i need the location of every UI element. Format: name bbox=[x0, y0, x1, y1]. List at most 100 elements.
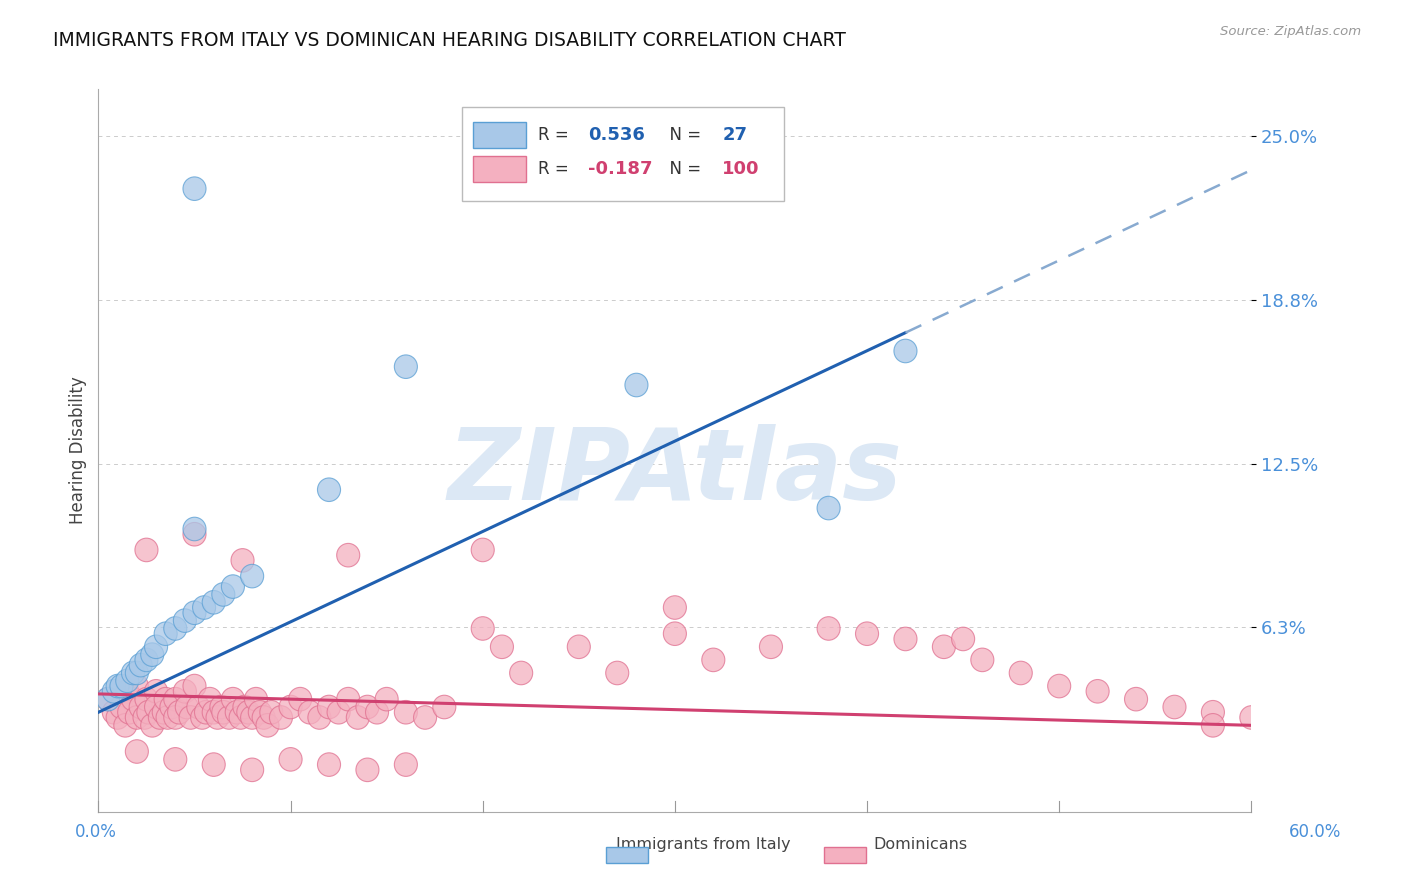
Ellipse shape bbox=[183, 601, 207, 624]
Ellipse shape bbox=[135, 688, 157, 711]
Ellipse shape bbox=[606, 661, 628, 685]
FancyBboxPatch shape bbox=[472, 121, 526, 148]
Ellipse shape bbox=[110, 695, 134, 719]
Ellipse shape bbox=[183, 674, 207, 698]
Ellipse shape bbox=[702, 648, 725, 672]
Text: IMMIGRANTS FROM ITALY VS DOMINICAN HEARING DISABILITY CORRELATION CHART: IMMIGRANTS FROM ITALY VS DOMINICAN HEARI… bbox=[53, 31, 846, 50]
Ellipse shape bbox=[260, 700, 283, 724]
Ellipse shape bbox=[114, 714, 136, 737]
Y-axis label: Hearing Disability: Hearing Disability bbox=[69, 376, 87, 524]
Ellipse shape bbox=[394, 355, 418, 378]
Ellipse shape bbox=[1201, 700, 1225, 724]
Ellipse shape bbox=[318, 753, 340, 776]
Ellipse shape bbox=[155, 688, 177, 711]
Text: N =: N = bbox=[659, 126, 706, 144]
Ellipse shape bbox=[356, 758, 380, 781]
Ellipse shape bbox=[141, 643, 163, 666]
Ellipse shape bbox=[125, 661, 149, 685]
Ellipse shape bbox=[187, 695, 209, 719]
Ellipse shape bbox=[115, 680, 139, 703]
Ellipse shape bbox=[218, 706, 240, 730]
Ellipse shape bbox=[318, 695, 340, 719]
Ellipse shape bbox=[202, 700, 225, 724]
Ellipse shape bbox=[236, 700, 260, 724]
Ellipse shape bbox=[413, 706, 437, 730]
Ellipse shape bbox=[125, 674, 149, 698]
Ellipse shape bbox=[152, 700, 176, 724]
Text: 100: 100 bbox=[723, 160, 759, 178]
Ellipse shape bbox=[202, 591, 225, 614]
Ellipse shape bbox=[245, 688, 267, 711]
Ellipse shape bbox=[156, 706, 179, 730]
Ellipse shape bbox=[97, 688, 120, 711]
Ellipse shape bbox=[202, 753, 225, 776]
Ellipse shape bbox=[624, 373, 648, 397]
Ellipse shape bbox=[249, 700, 271, 724]
Ellipse shape bbox=[664, 622, 686, 646]
Ellipse shape bbox=[298, 700, 322, 724]
Ellipse shape bbox=[240, 565, 264, 588]
Ellipse shape bbox=[664, 596, 686, 619]
Text: Dominicans: Dominicans bbox=[875, 838, 967, 852]
Ellipse shape bbox=[308, 706, 330, 730]
Ellipse shape bbox=[252, 706, 276, 730]
Ellipse shape bbox=[121, 688, 145, 711]
Ellipse shape bbox=[240, 706, 264, 730]
Ellipse shape bbox=[134, 706, 156, 730]
Ellipse shape bbox=[163, 747, 187, 772]
Ellipse shape bbox=[433, 695, 456, 719]
Ellipse shape bbox=[110, 674, 134, 698]
Ellipse shape bbox=[173, 609, 197, 632]
Ellipse shape bbox=[225, 700, 249, 724]
Text: Immigrants from Italy: Immigrants from Italy bbox=[616, 838, 790, 852]
Ellipse shape bbox=[183, 523, 207, 546]
Ellipse shape bbox=[115, 669, 139, 692]
Ellipse shape bbox=[155, 622, 177, 646]
Ellipse shape bbox=[288, 688, 312, 711]
Ellipse shape bbox=[173, 680, 197, 703]
Ellipse shape bbox=[229, 706, 252, 730]
Ellipse shape bbox=[145, 680, 167, 703]
Text: 0.536: 0.536 bbox=[589, 126, 645, 144]
Ellipse shape bbox=[129, 695, 152, 719]
Ellipse shape bbox=[193, 596, 215, 619]
Ellipse shape bbox=[375, 688, 398, 711]
Ellipse shape bbox=[336, 688, 360, 711]
Ellipse shape bbox=[118, 700, 141, 724]
Ellipse shape bbox=[952, 627, 974, 651]
Ellipse shape bbox=[163, 616, 187, 640]
Ellipse shape bbox=[135, 648, 157, 672]
Text: 27: 27 bbox=[723, 126, 747, 144]
Ellipse shape bbox=[328, 700, 350, 724]
Ellipse shape bbox=[970, 648, 994, 672]
Ellipse shape bbox=[176, 695, 198, 719]
Ellipse shape bbox=[759, 635, 783, 658]
Ellipse shape bbox=[105, 706, 129, 730]
Ellipse shape bbox=[1085, 680, 1109, 703]
Ellipse shape bbox=[894, 339, 917, 363]
Ellipse shape bbox=[163, 688, 187, 711]
Text: R =: R = bbox=[537, 126, 574, 144]
Ellipse shape bbox=[509, 661, 533, 685]
Text: ZIPAtlas: ZIPAtlas bbox=[447, 424, 903, 521]
Text: N =: N = bbox=[659, 160, 706, 178]
Ellipse shape bbox=[145, 695, 167, 719]
Ellipse shape bbox=[125, 706, 149, 730]
Ellipse shape bbox=[207, 706, 229, 730]
Ellipse shape bbox=[209, 695, 233, 719]
Ellipse shape bbox=[471, 538, 495, 562]
Ellipse shape bbox=[149, 706, 172, 730]
Ellipse shape bbox=[270, 706, 292, 730]
Ellipse shape bbox=[221, 574, 245, 599]
Ellipse shape bbox=[471, 616, 495, 640]
Text: -0.187: -0.187 bbox=[589, 160, 652, 178]
Ellipse shape bbox=[394, 753, 418, 776]
FancyBboxPatch shape bbox=[472, 156, 526, 182]
Ellipse shape bbox=[129, 653, 152, 677]
Ellipse shape bbox=[231, 549, 254, 572]
Ellipse shape bbox=[179, 706, 202, 730]
Ellipse shape bbox=[567, 635, 591, 658]
Ellipse shape bbox=[1201, 714, 1225, 737]
Ellipse shape bbox=[183, 517, 207, 541]
Ellipse shape bbox=[125, 739, 149, 764]
